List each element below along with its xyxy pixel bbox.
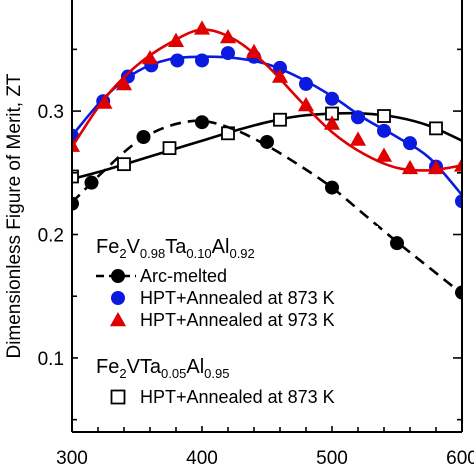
legend-label: HPT+Annealed at 873 K (140, 288, 335, 308)
data-point (349, 131, 367, 146)
legend-label: Arc-melted (140, 266, 227, 286)
x-tick-label: 500 (316, 448, 348, 469)
legend-background (78, 226, 378, 426)
data-point (195, 115, 209, 130)
data-point (245, 43, 263, 59)
data-point (72, 137, 81, 152)
series-line (72, 28, 462, 172)
series-2 (72, 20, 462, 175)
data-point (273, 112, 287, 127)
y-tick-label: 0.3 (38, 102, 64, 123)
x-tick-label: 300 (56, 448, 88, 469)
legend-formula-1: Fe2V0.98Ta0.10Al0.92 (96, 236, 255, 261)
data-point (96, 94, 113, 109)
data-point (390, 236, 404, 251)
legend-label: HPT+Annealed at 973 K (140, 310, 335, 330)
data-point (221, 46, 235, 61)
axes: 300 400 500 600 0.1 0.2 0.3 (38, 0, 474, 469)
data-point (219, 28, 237, 44)
legend-marker (110, 389, 126, 405)
data-point (323, 115, 341, 130)
data-point (403, 136, 417, 151)
data-point (297, 96, 315, 112)
data-point (401, 159, 419, 175)
data-point (72, 169, 79, 184)
y-tick-label: 0.2 (38, 226, 64, 247)
data-point (167, 32, 185, 48)
data-point (271, 68, 289, 83)
data-point (299, 76, 313, 91)
legend-marker (111, 291, 125, 305)
legend-entry-0: Arc-melted (96, 266, 227, 286)
x-tick-label: 600 (446, 448, 474, 469)
data-point (325, 91, 339, 106)
data-point (377, 109, 391, 123)
series-1 (72, 46, 462, 209)
data-point (195, 53, 209, 68)
data-point (453, 157, 462, 172)
data-point (136, 130, 151, 145)
data-point (455, 194, 462, 209)
data-point (351, 110, 365, 125)
data-point (375, 147, 393, 162)
data-point (273, 60, 287, 75)
legend: Fe2V0.98Ta0.10Al0.92 Fe2VTa0.05Al0.95 Arc-… (78, 226, 378, 426)
legend-entry-1: HPT+Annealed at 873 K (111, 288, 335, 308)
data-point (429, 121, 443, 136)
y-tick-label: 0.1 (38, 349, 64, 370)
data-point (115, 75, 133, 91)
data-point (193, 20, 211, 35)
data-point (260, 134, 274, 149)
data-point (117, 157, 131, 172)
legend-marker (109, 311, 127, 327)
data-point (72, 196, 79, 211)
data-point (170, 53, 185, 68)
data-point (162, 141, 177, 156)
x-tick-label: 400 (186, 448, 218, 469)
legend-formula-2: Fe2VTa0.05Al0.95 (96, 356, 229, 381)
legend-entry-2: HPT+Annealed at 973 K (109, 310, 335, 330)
series-layer (72, 20, 462, 300)
series-line (72, 111, 462, 181)
data-point (427, 159, 445, 175)
legend-label: HPT+Annealed at 873 K (140, 387, 335, 407)
data-point (377, 123, 391, 138)
series-3 (72, 106, 462, 184)
legend-entry-3: HPT+Annealed at 873 K (110, 387, 335, 407)
legend-marker (111, 269, 125, 283)
y-axis-title: Dimensionless Figure of Merit, ZT (4, 73, 25, 358)
series-0 (72, 115, 462, 300)
data-point (141, 49, 159, 65)
data-point (84, 175, 99, 190)
data-point (325, 180, 339, 195)
